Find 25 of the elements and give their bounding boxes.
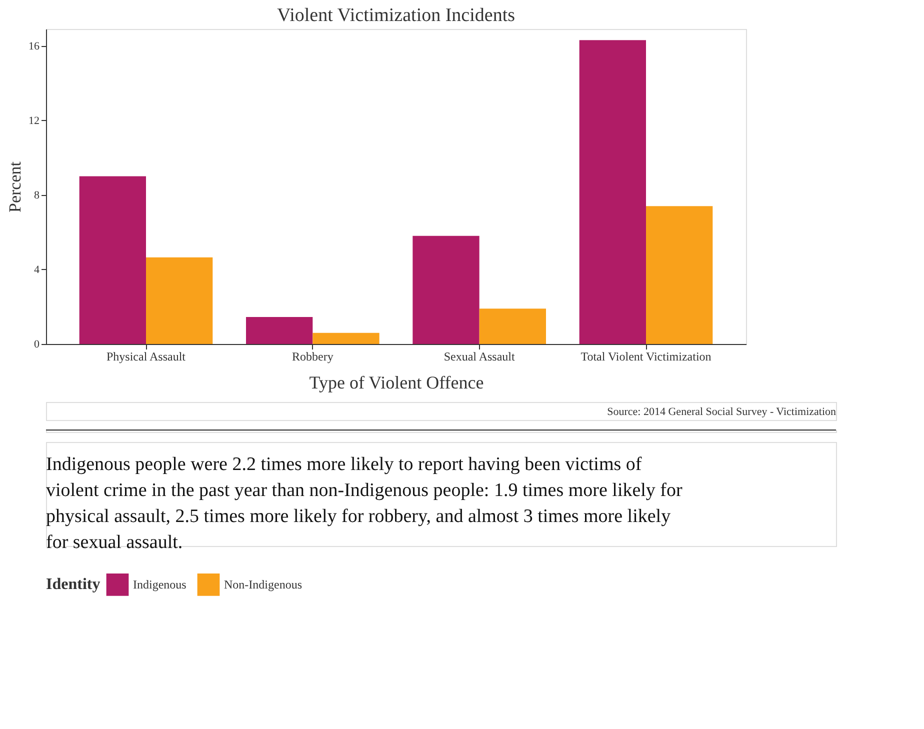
x-tick-label: Robbery [292, 350, 334, 364]
x-tick-label: Total Violent Victimization [580, 350, 712, 364]
bar [246, 316, 313, 344]
bar [312, 332, 380, 344]
bar [579, 40, 646, 344]
x-tick-label: Physical Assault [106, 350, 186, 364]
bar [479, 308, 546, 344]
source-note: Source: 2014 General Social Survey - Victimization [607, 406, 836, 418]
x-axis-title: Type of Violent Offence [309, 372, 484, 392]
y-tick-label: 0 [34, 338, 40, 350]
y-tick-label: 16 [28, 40, 40, 52]
x-tick-label: Sexual Assault [444, 350, 516, 364]
bar [146, 257, 213, 344]
bar [79, 176, 146, 344]
bar [412, 236, 480, 344]
legend-label: Indigenous [133, 578, 187, 592]
y-tick-label: 4 [34, 264, 40, 276]
legend-label: Non-Indigenous [224, 578, 302, 592]
bar [646, 206, 713, 344]
y-axis-title: Percent [6, 161, 24, 212]
y-tick-label: 8 [34, 189, 40, 202]
text: Indigenous people were 2.2 times more likely to report having been victims of violent crime in the past year than non-Indigenous people: 1.9 times more likely for physical assault, 2.5 times more likely for robbery, and almost 3 times more likely for sexual assault. [46, 454, 684, 553]
legend-title: Identity [46, 576, 100, 593]
chart-title: Violent Victimization Incidents [277, 5, 515, 26]
y-tick-label: 12 [28, 114, 40, 127]
